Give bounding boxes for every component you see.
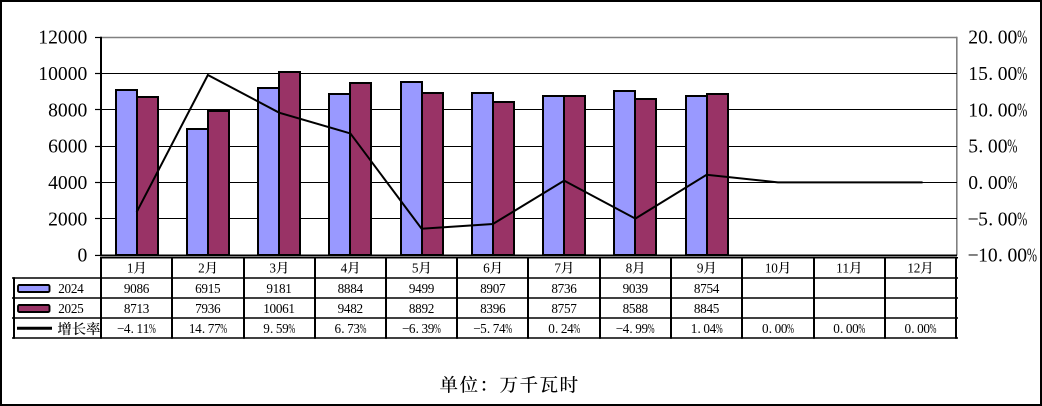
svg-text:.: . — [629, 321, 632, 336]
svg-text:0: 0 — [78, 246, 88, 267]
svg-text:10000: 10000 — [38, 64, 87, 85]
svg-text:%: % — [220, 322, 227, 336]
svg-text:%: % — [288, 322, 295, 336]
svg-text:.: . — [840, 321, 843, 336]
svg-text:500: 500 — [968, 137, 1007, 158]
svg-text:.: . — [988, 28, 993, 49]
svg-text:024: 024 — [548, 321, 574, 336]
svg-text:%: % — [1017, 98, 1027, 121]
svg-text:%: % — [787, 322, 794, 336]
svg-text:8907: 8907 — [480, 281, 506, 296]
svg-text:.: . — [270, 321, 273, 336]
svg-text:6: 6 — [483, 261, 490, 276]
svg-text:1: 1 — [127, 261, 134, 276]
svg-text:000: 000 — [833, 321, 859, 336]
svg-text:9499: 9499 — [409, 281, 435, 296]
svg-text:.: . — [988, 209, 993, 230]
svg-text:%: % — [505, 322, 512, 336]
svg-text:%: % — [858, 322, 865, 336]
svg-text:8: 8 — [626, 261, 633, 276]
svg-text:4000: 4000 — [48, 173, 87, 194]
svg-text:000: 000 — [762, 321, 788, 336]
svg-text:.: . — [131, 321, 134, 336]
svg-text:.: . — [697, 321, 700, 336]
svg-text:9039: 9039 — [623, 281, 649, 296]
svg-text:%: % — [1007, 171, 1017, 194]
svg-text:.: . — [978, 173, 983, 194]
svg-text:.: . — [555, 321, 558, 336]
svg-text:8000: 8000 — [48, 100, 87, 121]
svg-text:3: 3 — [269, 261, 276, 276]
svg-text:%: % — [573, 322, 580, 336]
svg-text:9: 9 — [697, 261, 704, 276]
svg-text:9086: 9086 — [124, 281, 150, 296]
svg-text:104: 104 — [691, 321, 717, 336]
svg-text:8845: 8845 — [694, 301, 720, 316]
svg-text:.: . — [988, 100, 993, 121]
svg-text:%: % — [716, 322, 723, 336]
svg-text:9482: 9482 — [338, 301, 363, 316]
svg-text:2000: 2000 — [48, 209, 87, 230]
svg-text:7936: 7936 — [195, 301, 221, 316]
svg-text:%: % — [360, 322, 367, 336]
svg-text:.: . — [202, 321, 205, 336]
svg-text:000: 000 — [904, 321, 930, 336]
svg-text:.: . — [487, 321, 490, 336]
svg-text:8892: 8892 — [409, 301, 434, 316]
svg-text:%: % — [1017, 207, 1027, 230]
svg-text:8884: 8884 — [338, 281, 364, 296]
svg-text:%: % — [1027, 244, 1037, 267]
svg-text:.: . — [416, 321, 419, 336]
svg-text:5: 5 — [412, 261, 419, 276]
svg-text:.: . — [998, 246, 1003, 267]
svg-text:.: . — [341, 321, 344, 336]
svg-text:2024: 2024 — [58, 281, 84, 296]
svg-text:8754: 8754 — [694, 281, 720, 296]
svg-text:2025: 2025 — [58, 301, 84, 316]
svg-text:000: 000 — [968, 173, 1007, 194]
svg-text:12: 12 — [907, 261, 920, 276]
svg-text:2: 2 — [198, 261, 205, 276]
svg-text:4: 4 — [341, 261, 348, 276]
svg-text:11: 11 — [836, 261, 849, 276]
svg-text:10: 10 — [765, 261, 778, 276]
svg-text:.: . — [988, 64, 993, 85]
svg-text:6915: 6915 — [195, 281, 221, 296]
svg-text:673: 673 — [334, 321, 360, 336]
svg-text:959: 959 — [263, 321, 289, 336]
svg-text:%: % — [1007, 135, 1017, 158]
svg-text:8757: 8757 — [551, 301, 577, 316]
svg-text:8736: 8736 — [551, 281, 577, 296]
svg-text:12000: 12000 — [38, 28, 87, 49]
svg-text:%: % — [1017, 62, 1027, 85]
svg-text:.: . — [911, 321, 914, 336]
svg-text:%: % — [149, 322, 156, 336]
svg-text:.: . — [978, 137, 983, 158]
svg-text:8713: 8713 — [124, 301, 150, 316]
svg-text:8396: 8396 — [480, 301, 506, 316]
svg-text:%: % — [930, 322, 937, 336]
svg-text:−1000: −1000 — [968, 246, 1028, 267]
svg-text:%: % — [648, 322, 655, 336]
svg-text:8588: 8588 — [623, 301, 649, 316]
svg-text:%: % — [1017, 26, 1027, 49]
svg-text:%: % — [434, 322, 441, 336]
svg-text:9181: 9181 — [266, 281, 291, 296]
svg-text:6000: 6000 — [48, 137, 87, 158]
svg-text:10061: 10061 — [263, 301, 295, 316]
svg-text:7: 7 — [554, 261, 561, 276]
svg-text:.: . — [769, 321, 772, 336]
